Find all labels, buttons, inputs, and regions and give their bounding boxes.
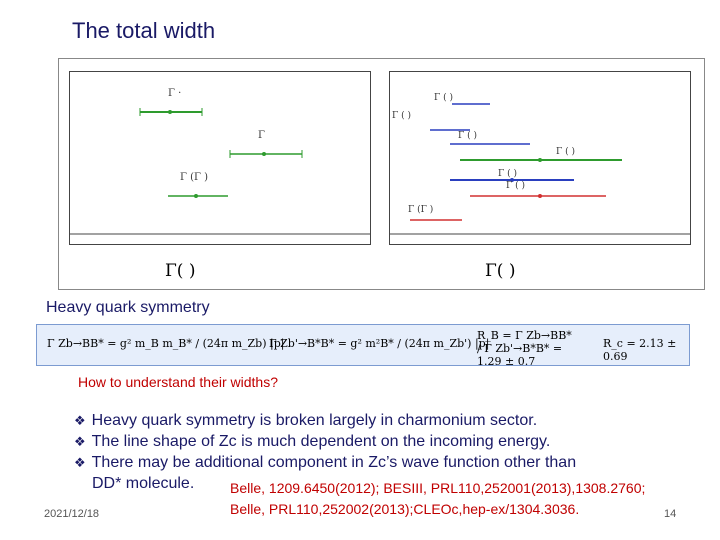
page-number: 14 bbox=[664, 508, 677, 520]
formula-rb: R_B = Γ Zb→BB* / Γ Zb'→B*B* = 1.29 ± 0.7 bbox=[477, 329, 572, 368]
slide-title: The total width bbox=[72, 18, 216, 43]
left-plot-svg: Γ · Γ Γ (Γ ) bbox=[70, 88, 370, 235]
formula-left: Γ Zb→BB* = g² m_B m_B* / (24π m_Zb) |p| bbox=[47, 337, 285, 350]
bullet-item: ❖ There may be additional component in Zc… bbox=[74, 452, 714, 473]
diamond-bullet-icon: ❖ bbox=[74, 434, 86, 449]
slide-date: 2021/12/18 bbox=[44, 508, 100, 520]
right-entry-label-2: Γ ( ) bbox=[392, 110, 411, 121]
question-text: How to understand their widths? bbox=[78, 374, 278, 390]
left-entry-label-2: Γ bbox=[258, 130, 265, 141]
left-entry-label-3: Γ (Γ ) bbox=[180, 172, 208, 183]
right-entry-label-6: Γ ( ) bbox=[506, 180, 525, 191]
left-axis-label: Γ( ) bbox=[165, 261, 196, 281]
right-axis-label: Γ( ) bbox=[485, 261, 516, 281]
bullet-list: ❖ Heavy quark symmetry is broken largely … bbox=[74, 410, 714, 473]
right-entry-label-1: Γ ( ) bbox=[434, 92, 453, 103]
reference-line: Belle, 1209.6450(2012); BESIII, PRL110,2… bbox=[230, 480, 646, 496]
right-entry-label-5: Γ ( ) bbox=[498, 168, 517, 179]
right-entry-label-3: Γ ( ) bbox=[458, 130, 477, 141]
right-width-plot: Γ ( ) Γ ( ) Γ ( ) Γ ( ) Γ ( ) Γ ( ) Γ (Γ… bbox=[389, 71, 691, 245]
references: Belle, 1209.6450(2012); BESIII, PRL110,2… bbox=[230, 478, 645, 520]
formula-box: Γ Zb→BB* = g² m_B m_B* / (24π m_Zb) |p| … bbox=[36, 324, 690, 368]
left-entry-label-1: Γ · bbox=[168, 88, 181, 99]
bullet-item: ❖ The line shape of Zc is much dependent … bbox=[74, 431, 714, 452]
right-entry-label-4: Γ ( ) bbox=[556, 146, 575, 157]
diamond-bullet-icon: ❖ bbox=[74, 413, 86, 428]
bullet-text: There may be additional component in Zc’… bbox=[91, 454, 577, 471]
left-width-plot: Γ · Γ Γ (Γ ) bbox=[69, 71, 371, 245]
diamond-bullet-icon: ❖ bbox=[74, 455, 86, 470]
bullet-text: The line shape of Zc is much dependent o… bbox=[91, 433, 551, 450]
width-comparison-figure: Γ · Γ Γ (Γ ) Γ ( ) Γ ( ) Γ ( ) Γ ( ) Γ (… bbox=[58, 58, 705, 290]
right-entry-label-7: Γ (Γ ) bbox=[408, 204, 433, 215]
bullet-continuation: DD* molecule. bbox=[92, 475, 195, 492]
right-plot-svg: Γ ( ) Γ ( ) Γ ( ) Γ ( ) Γ ( ) Γ ( ) Γ (Γ… bbox=[390, 92, 690, 235]
bullet-item: ❖ Heavy quark symmetry is broken largely … bbox=[74, 410, 714, 431]
heavy-quark-title: Heavy quark symmetry bbox=[46, 299, 210, 316]
formula-middle: Γ Zb'→B*B* = g² m²B* / (24π m_Zb') |p| bbox=[269, 337, 490, 350]
reference-line: Belle, PRL110,252002(2013);CLEOc,hep-ex/… bbox=[230, 501, 580, 517]
formula-rc: R_c = 2.13 ± 0.69 bbox=[603, 337, 677, 363]
bullet-text: Heavy quark symmetry is broken largely i… bbox=[91, 412, 538, 429]
